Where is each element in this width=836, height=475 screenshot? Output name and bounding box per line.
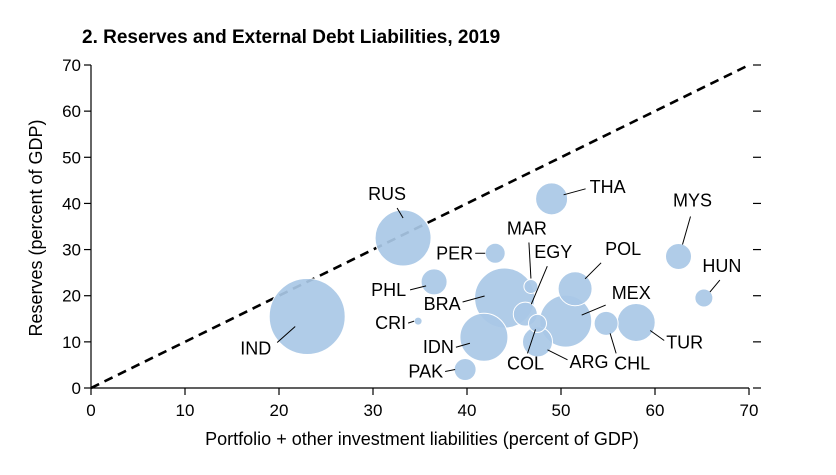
point-label-tha: THA <box>590 177 626 197</box>
leader-line-phl <box>409 285 427 291</box>
x-tick-label: 60 <box>646 401 665 420</box>
leader-line-chl <box>609 333 617 354</box>
x-tick-label: 0 <box>86 401 95 420</box>
point-label-mys: MYS <box>673 190 712 210</box>
leader-line-bra <box>462 295 485 303</box>
point-label-mar: MAR <box>507 218 547 238</box>
bubble-phl <box>420 268 448 296</box>
y-tick-label: 40 <box>62 194 81 213</box>
point-label-chl: CHL <box>614 353 650 373</box>
x-tick-label: 10 <box>176 401 195 420</box>
leader-line-tur <box>649 330 665 341</box>
chart-title: 2. Reserves and External Debt Liabilitie… <box>82 27 500 48</box>
point-label-mex: MEX <box>612 283 651 303</box>
leader-line-mys <box>682 216 691 245</box>
point-label-tur: TUR <box>666 332 703 352</box>
y-tick-label: 70 <box>62 56 81 75</box>
y-tick-label: 60 <box>62 102 81 121</box>
y-tick-label: 50 <box>62 148 81 167</box>
point-label-arg: ARG <box>570 352 609 372</box>
bubble-mar <box>523 278 539 294</box>
bubble-tha <box>535 182 569 216</box>
point-label-ind: IND <box>240 338 271 358</box>
x-tick-label: 30 <box>364 401 383 420</box>
y-tick-label: 0 <box>72 379 81 398</box>
leader-line-pak <box>445 369 456 373</box>
bubble-idn <box>459 312 509 362</box>
leader-line-ind <box>276 326 296 343</box>
y-tick-label: 20 <box>62 287 81 306</box>
x-tick-label: 40 <box>458 401 477 420</box>
leader-line-mar <box>528 242 532 279</box>
point-label-hun: HUN <box>702 256 741 276</box>
point-label-bra: BRA <box>424 294 461 314</box>
point-label-rus: RUS <box>368 184 406 204</box>
x-tick-label: 20 <box>270 401 289 420</box>
bubble-pol <box>557 271 593 307</box>
y-axis-label: Reserves (percent of GDP) <box>26 119 46 336</box>
x-axis-label: Portfolio + other investment liabilities… <box>205 429 639 449</box>
leader-line-hun <box>709 279 721 293</box>
bubble-pak <box>453 358 477 382</box>
point-label-egy: EGY <box>534 242 572 262</box>
y-tick-label: 30 <box>62 241 81 260</box>
point-label-col: COL <box>507 353 544 373</box>
x-tick-label: 50 <box>552 401 571 420</box>
x-tick-label: 70 <box>740 401 759 420</box>
point-label-phl: PHL <box>371 280 406 300</box>
point-label-pak: PAK <box>408 362 443 382</box>
bubble-rus <box>374 209 432 267</box>
point-label-pol: POL <box>605 239 641 259</box>
leader-line-pol <box>584 262 602 280</box>
leader-line-idn <box>455 342 471 348</box>
leader-line-tha <box>563 188 586 196</box>
bubble-per <box>484 242 506 264</box>
bubble-ind <box>268 277 346 355</box>
leader-line-cri <box>407 320 415 324</box>
leader-line-rus <box>396 207 404 219</box>
bubble-tur <box>616 302 656 342</box>
bubble-mys <box>665 242 692 270</box>
point-label-per: PER <box>436 243 473 263</box>
leader-line-egy <box>530 265 548 305</box>
bubble-col <box>528 313 547 333</box>
leader-line-mex <box>581 304 606 316</box>
bubble-cri <box>413 316 423 326</box>
y-tick-label: 10 <box>62 333 81 352</box>
bubble-hun <box>694 288 714 308</box>
point-label-cri: CRI <box>375 313 406 333</box>
point-label-idn: IDN <box>423 337 454 357</box>
leader-line-arg <box>547 349 568 361</box>
leader-line-col <box>527 329 536 354</box>
plot-area: 0 10 20 30 40 50 60 70 0 10 20 30 40 50 60 70 IND RUS PER P… <box>62 56 761 420</box>
bubble-chl <box>593 310 619 336</box>
